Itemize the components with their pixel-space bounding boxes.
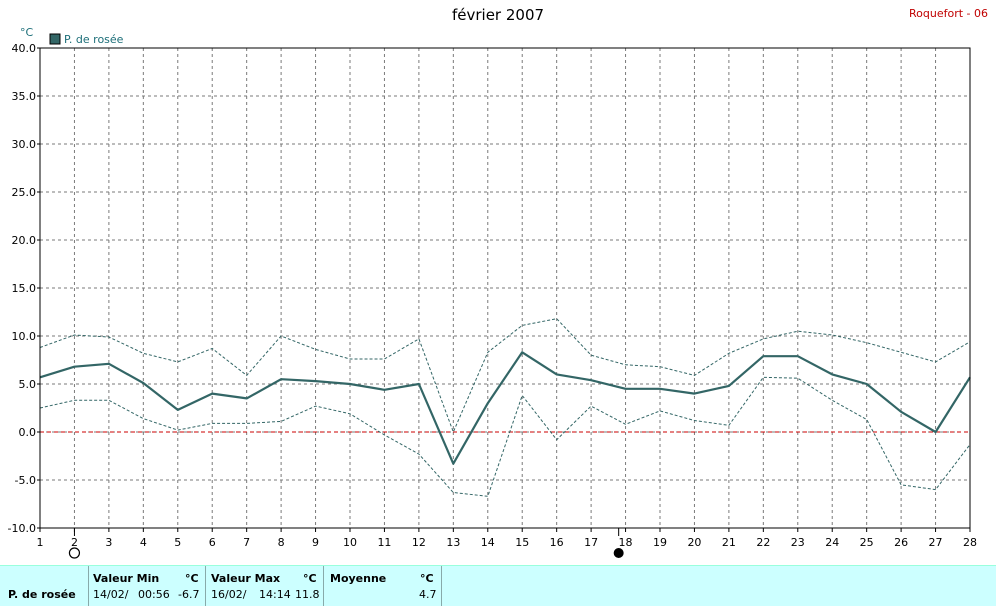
stats-mean-cell: Moyenne °C 4.7 <box>324 566 442 606</box>
x-tick-label: 20 <box>687 536 701 549</box>
x-tick-label: 15 <box>515 536 529 549</box>
x-tick-label: 9 <box>312 536 319 549</box>
legend-swatch <box>49 33 61 45</box>
stats-min-value: -6.7 <box>178 588 200 601</box>
x-tick-label: 5 <box>174 536 181 549</box>
x-tick-label: 3 <box>105 536 112 549</box>
x-tick-label: 27 <box>929 536 943 549</box>
y-axis-unit: °C <box>20 26 34 39</box>
x-tick-label: 23 <box>791 536 805 549</box>
stats-min-title: Valeur Min <box>93 572 160 585</box>
x-tick-label: 22 <box>756 536 770 549</box>
stats-min-cell: Valeur Min °C 14/02/ 00:56 -6.7 <box>89 566 206 606</box>
plot-frame <box>39 47 971 529</box>
y-tick-label: 5.0 <box>19 378 37 391</box>
min-series-line <box>39 376 971 497</box>
new-moon-icon <box>613 548 624 558</box>
x-tick-label: 13 <box>446 536 460 549</box>
max-series-line <box>39 318 971 434</box>
y-tick-label: 0.0 <box>19 426 37 439</box>
y-tick-label: 25.0 <box>12 186 37 199</box>
x-tick-label: 17 <box>584 536 598 549</box>
x-tick-label: 11 <box>377 536 391 549</box>
stats-max-unit: °C <box>303 572 317 585</box>
x-tick-label: 18 <box>619 536 633 549</box>
x-tick-label: 12 <box>412 536 426 549</box>
x-tick-label: 16 <box>550 536 564 549</box>
stats-mean-unit: °C <box>420 572 434 585</box>
stats-max-title: Valeur Max <box>211 572 281 585</box>
moon-phases <box>68 528 624 559</box>
x-tick-label: 7 <box>243 536 250 549</box>
x-tick-label: 8 <box>278 536 285 549</box>
dew-point-chart: février 2007 Roquefort - 06 °C P. de ros… <box>8 6 988 559</box>
x-tick-label: 2 <box>71 536 78 549</box>
x-tick-label: 14 <box>481 536 495 549</box>
stats-min-time: 00:56 <box>138 588 170 601</box>
x-tick-label: 26 <box>894 536 908 549</box>
grid <box>40 48 970 528</box>
stats-row-label-cell: P. de rosée <box>0 566 89 606</box>
x-tick-label: 19 <box>653 536 667 549</box>
x-tick-label: 24 <box>825 536 839 549</box>
stats-max-cell: Valeur Max °C 16/02/ 14:14 11.8 <box>206 566 324 606</box>
x-tick-label: 4 <box>140 536 147 549</box>
stats-min-unit: °C <box>185 572 199 585</box>
station-name: Roquefort - 06 <box>909 7 988 20</box>
stats-row-label: P. de rosée <box>8 588 76 601</box>
stats-min-date: 14/02/ <box>93 588 129 601</box>
y-tick-label: 15.0 <box>12 282 37 295</box>
y-tick-label: 20.0 <box>12 234 37 247</box>
x-tick-label: 28 <box>963 536 977 549</box>
y-tick-label: -5.0 <box>15 474 36 487</box>
dew-point-series-line <box>39 351 971 465</box>
stats-max-time: 14:14 <box>259 588 291 601</box>
x-tick-label: 21 <box>722 536 736 549</box>
y-tick-label: -10.0 <box>8 522 36 535</box>
y-tick-label: 10.0 <box>12 330 37 343</box>
stats-mean-title: Moyenne <box>330 572 387 585</box>
chart-title: février 2007 <box>452 6 544 24</box>
y-tick-label: 40.0 <box>12 42 37 55</box>
x-tick-label: 25 <box>860 536 874 549</box>
x-tick-label: 1 <box>37 536 44 549</box>
stats-max-value: 11.8 <box>295 588 320 601</box>
x-axis: 1 2 3 4 5 6 7 8 9 10 11 12 13 14 15 16 17 18 19 20 21 22 23 24 2… <box>37 528 977 549</box>
stats-bar: P. de rosée Valeur Min °C 14/02/ 00:56 -… <box>0 565 996 606</box>
legend-label: P. de rosée <box>64 33 124 46</box>
y-axis: 40.0 35.0 30.0 25.0 20.0 15.0 10.0 5.0 0.0 -5.0 -1… <box>8 42 40 535</box>
x-tick-label: 6 <box>209 536 216 549</box>
y-tick-label: 30.0 <box>12 138 37 151</box>
stats-max-date: 16/02/ <box>211 588 247 601</box>
stats-mean-value: 4.7 <box>419 588 437 601</box>
y-tick-label: 35.0 <box>12 90 37 103</box>
full-moon-icon <box>68 547 81 559</box>
x-tick-label: 10 <box>343 536 357 549</box>
